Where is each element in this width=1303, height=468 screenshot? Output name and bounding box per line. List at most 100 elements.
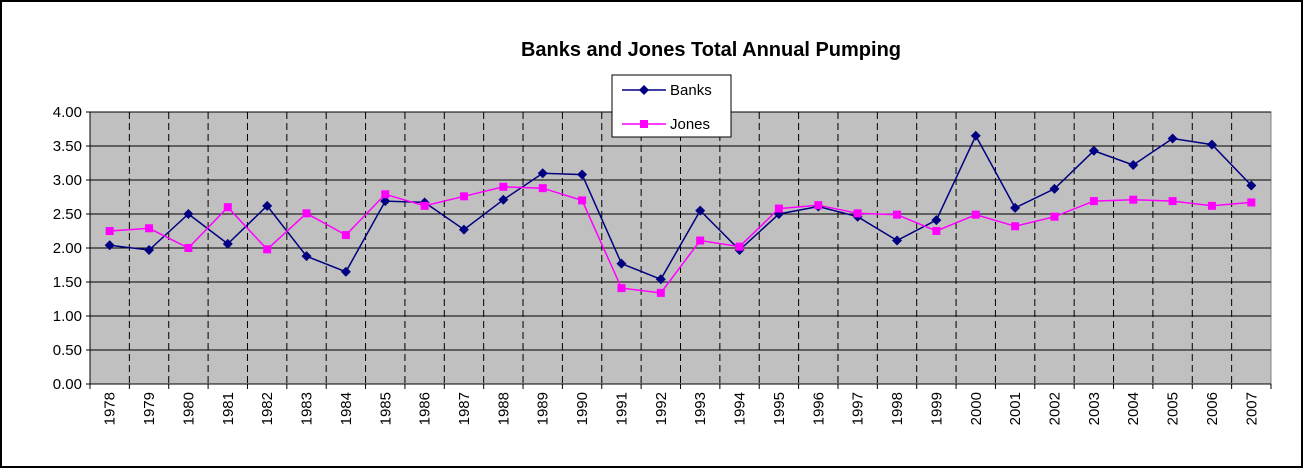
point-jones [499, 182, 508, 191]
y-tick-label: 3.00 [53, 172, 82, 189]
point-jones [184, 244, 193, 252]
x-tick-label: 2000 [968, 392, 985, 425]
point-jones [853, 209, 862, 218]
point-jones [932, 227, 941, 235]
x-tick-label: 1999 [928, 392, 945, 425]
series-line-banks [109, 134, 1252, 281]
point-banks [104, 240, 115, 251]
series-markers [104, 130, 1257, 297]
point-jones [381, 190, 390, 199]
x-tick-label: 1980 [180, 392, 197, 425]
x-tick-label: 1981 [220, 392, 237, 425]
point-jones [735, 242, 744, 251]
point-banks [616, 258, 627, 269]
point-banks [1167, 133, 1178, 144]
point-banks [577, 169, 588, 180]
legend-box [611, 74, 732, 138]
point-banks [222, 238, 233, 249]
point-banks [1128, 160, 1139, 171]
point-jones [656, 288, 665, 297]
point-banks [695, 205, 706, 216]
point-jones [420, 201, 429, 210]
x-tick-label: 1995 [771, 392, 788, 425]
y-tick-label: 1.50 [53, 274, 82, 291]
y-tick-label: 0.00 [53, 376, 82, 393]
legend-banks-marker [639, 85, 649, 95]
x-tick-label: 1993 [692, 392, 709, 425]
point-banks [1206, 139, 1217, 150]
point-jones [1089, 197, 1098, 206]
x-tick-label: 1992 [653, 392, 670, 425]
y-tick-label: 2.00 [53, 240, 82, 257]
point-jones [617, 284, 626, 293]
point-jones [578, 196, 587, 205]
point-banks [144, 245, 155, 256]
point-banks [458, 224, 469, 235]
x-tick-label: 1988 [495, 392, 512, 425]
x-tick-label: 2004 [1125, 392, 1142, 425]
point-banks [537, 168, 548, 179]
x-tick-label: 1990 [574, 392, 591, 425]
y-tick-label: 3.50 [53, 138, 82, 155]
legend: Banks Jones [611, 74, 732, 138]
point-banks [1010, 202, 1021, 213]
point-jones [538, 184, 547, 193]
x-tick-label: 2005 [1165, 392, 1182, 425]
point-banks [498, 194, 509, 205]
point-jones [1247, 198, 1256, 207]
point-banks [970, 130, 981, 141]
legend-jones-marker [640, 120, 648, 128]
point-jones [814, 201, 823, 210]
point-banks [1088, 145, 1099, 156]
point-jones [774, 204, 783, 213]
point-banks [340, 266, 351, 277]
point-jones [459, 192, 468, 201]
x-tick-label: 1979 [141, 392, 158, 425]
point-banks [931, 215, 942, 226]
point-jones [1168, 197, 1177, 206]
y-axis-ticks: 0.00 0.50 1.00 1.50 2.00 2.50 3.00 3.50 4.00 [53, 104, 90, 393]
point-banks [262, 200, 273, 211]
x-tick-label: 2001 [1007, 392, 1024, 425]
series-line-jones [109, 186, 1252, 294]
point-jones [893, 210, 902, 219]
point-jones [263, 245, 272, 254]
y-tick-label: 4.00 [53, 104, 82, 121]
x-tick-label: 1998 [889, 392, 906, 425]
x-tick-label: 2002 [1046, 392, 1063, 425]
x-tick-label: 1996 [810, 392, 827, 425]
series-lines [109, 134, 1252, 294]
point-jones [1129, 195, 1138, 204]
point-jones [971, 210, 980, 219]
point-jones [341, 231, 350, 240]
point-banks [301, 251, 312, 262]
point-jones [223, 203, 232, 212]
x-tick-label: 1986 [417, 392, 434, 425]
point-jones [105, 227, 114, 235]
point-jones [302, 209, 311, 218]
point-banks [892, 235, 903, 246]
x-axis-ticks: 1978 1979 1980 1981 1982 1983 1984 1985 1986 1987… [89, 384, 1272, 425]
x-tick-label: 1978 [102, 392, 119, 425]
point-jones [1207, 201, 1216, 210]
y-tick-label: 2.50 [53, 206, 82, 223]
point-banks [1246, 180, 1257, 191]
x-tick-label: 2007 [1243, 392, 1260, 425]
point-banks [1049, 183, 1060, 194]
chart-title: Banks and Jones Total Annual Pumping [521, 39, 901, 61]
point-jones [1011, 222, 1020, 231]
x-tick-label: 1989 [535, 392, 552, 425]
point-banks [183, 209, 194, 219]
point-jones [696, 236, 705, 245]
point-jones [1050, 212, 1059, 221]
x-tick-label: 1982 [259, 392, 276, 425]
x-tick-label: 1994 [732, 392, 749, 425]
legend-banks-label: Banks [670, 82, 712, 99]
point-jones [145, 224, 154, 233]
x-tick-label: 1997 [850, 392, 867, 425]
x-tick-label: 1991 [613, 392, 630, 425]
x-tick-label: 2006 [1204, 392, 1221, 425]
x-tick-label: 1985 [377, 392, 394, 425]
legend-jones-label: Jones [670, 116, 710, 133]
